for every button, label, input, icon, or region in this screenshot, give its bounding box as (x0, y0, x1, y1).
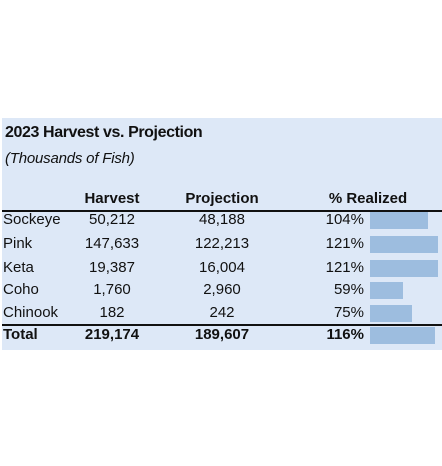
row-projection-value: 242 (209, 304, 235, 321)
total-label: Total (3, 326, 38, 343)
harvest-table-panel: 2023 Harvest vs. Projection (Thousands o… (2, 118, 442, 350)
row-realized-value: 121% (325, 259, 364, 276)
column-header-harvest: Harvest (84, 190, 140, 207)
row-projection-value: 2,960 (203, 281, 241, 298)
table-title: 2023 Harvest vs. Projection (5, 124, 203, 141)
row-projection-value: 48,188 (199, 211, 245, 228)
header-rule (2, 210, 442, 212)
total-realized-value: 116% (326, 326, 364, 343)
row-species-label: Chinook (3, 304, 59, 321)
row-species-label: Sockeye (3, 211, 61, 228)
row-realized-bar (370, 212, 428, 229)
total-realized-bar (370, 327, 435, 344)
row-harvest-value: 182 (99, 304, 125, 321)
row-harvest-value: 147,633 (84, 235, 140, 252)
row-projection-value: 16,004 (199, 259, 245, 276)
row-species-label: Keta (3, 259, 34, 276)
row-projection-value: 122,213 (194, 235, 250, 252)
total-harvest-value: 219,174 (84, 326, 140, 343)
row-realized-value: 59% (333, 281, 364, 298)
column-header-realized: % Realized (328, 190, 408, 207)
row-realized-value: 75% (333, 304, 364, 321)
row-species-label: Pink (3, 235, 33, 252)
row-harvest-value: 50,212 (89, 211, 135, 228)
row-realized-bar (370, 305, 412, 322)
row-realized-bar (370, 282, 403, 299)
table-subtitle: (Thousands of Fish) (5, 150, 135, 167)
row-realized-bar (370, 236, 438, 253)
row-realized-bar (370, 260, 438, 277)
row-harvest-value: 19,387 (89, 259, 135, 276)
row-harvest-value: 1,760 (93, 281, 131, 298)
column-header-projection: Projection (185, 190, 259, 207)
row-species-label: Coho (3, 281, 39, 298)
row-realized-value: 104% (325, 211, 364, 228)
row-realized-value: 121% (325, 235, 364, 252)
total-rule (2, 324, 442, 326)
total-projection-value: 189,607 (194, 326, 250, 343)
